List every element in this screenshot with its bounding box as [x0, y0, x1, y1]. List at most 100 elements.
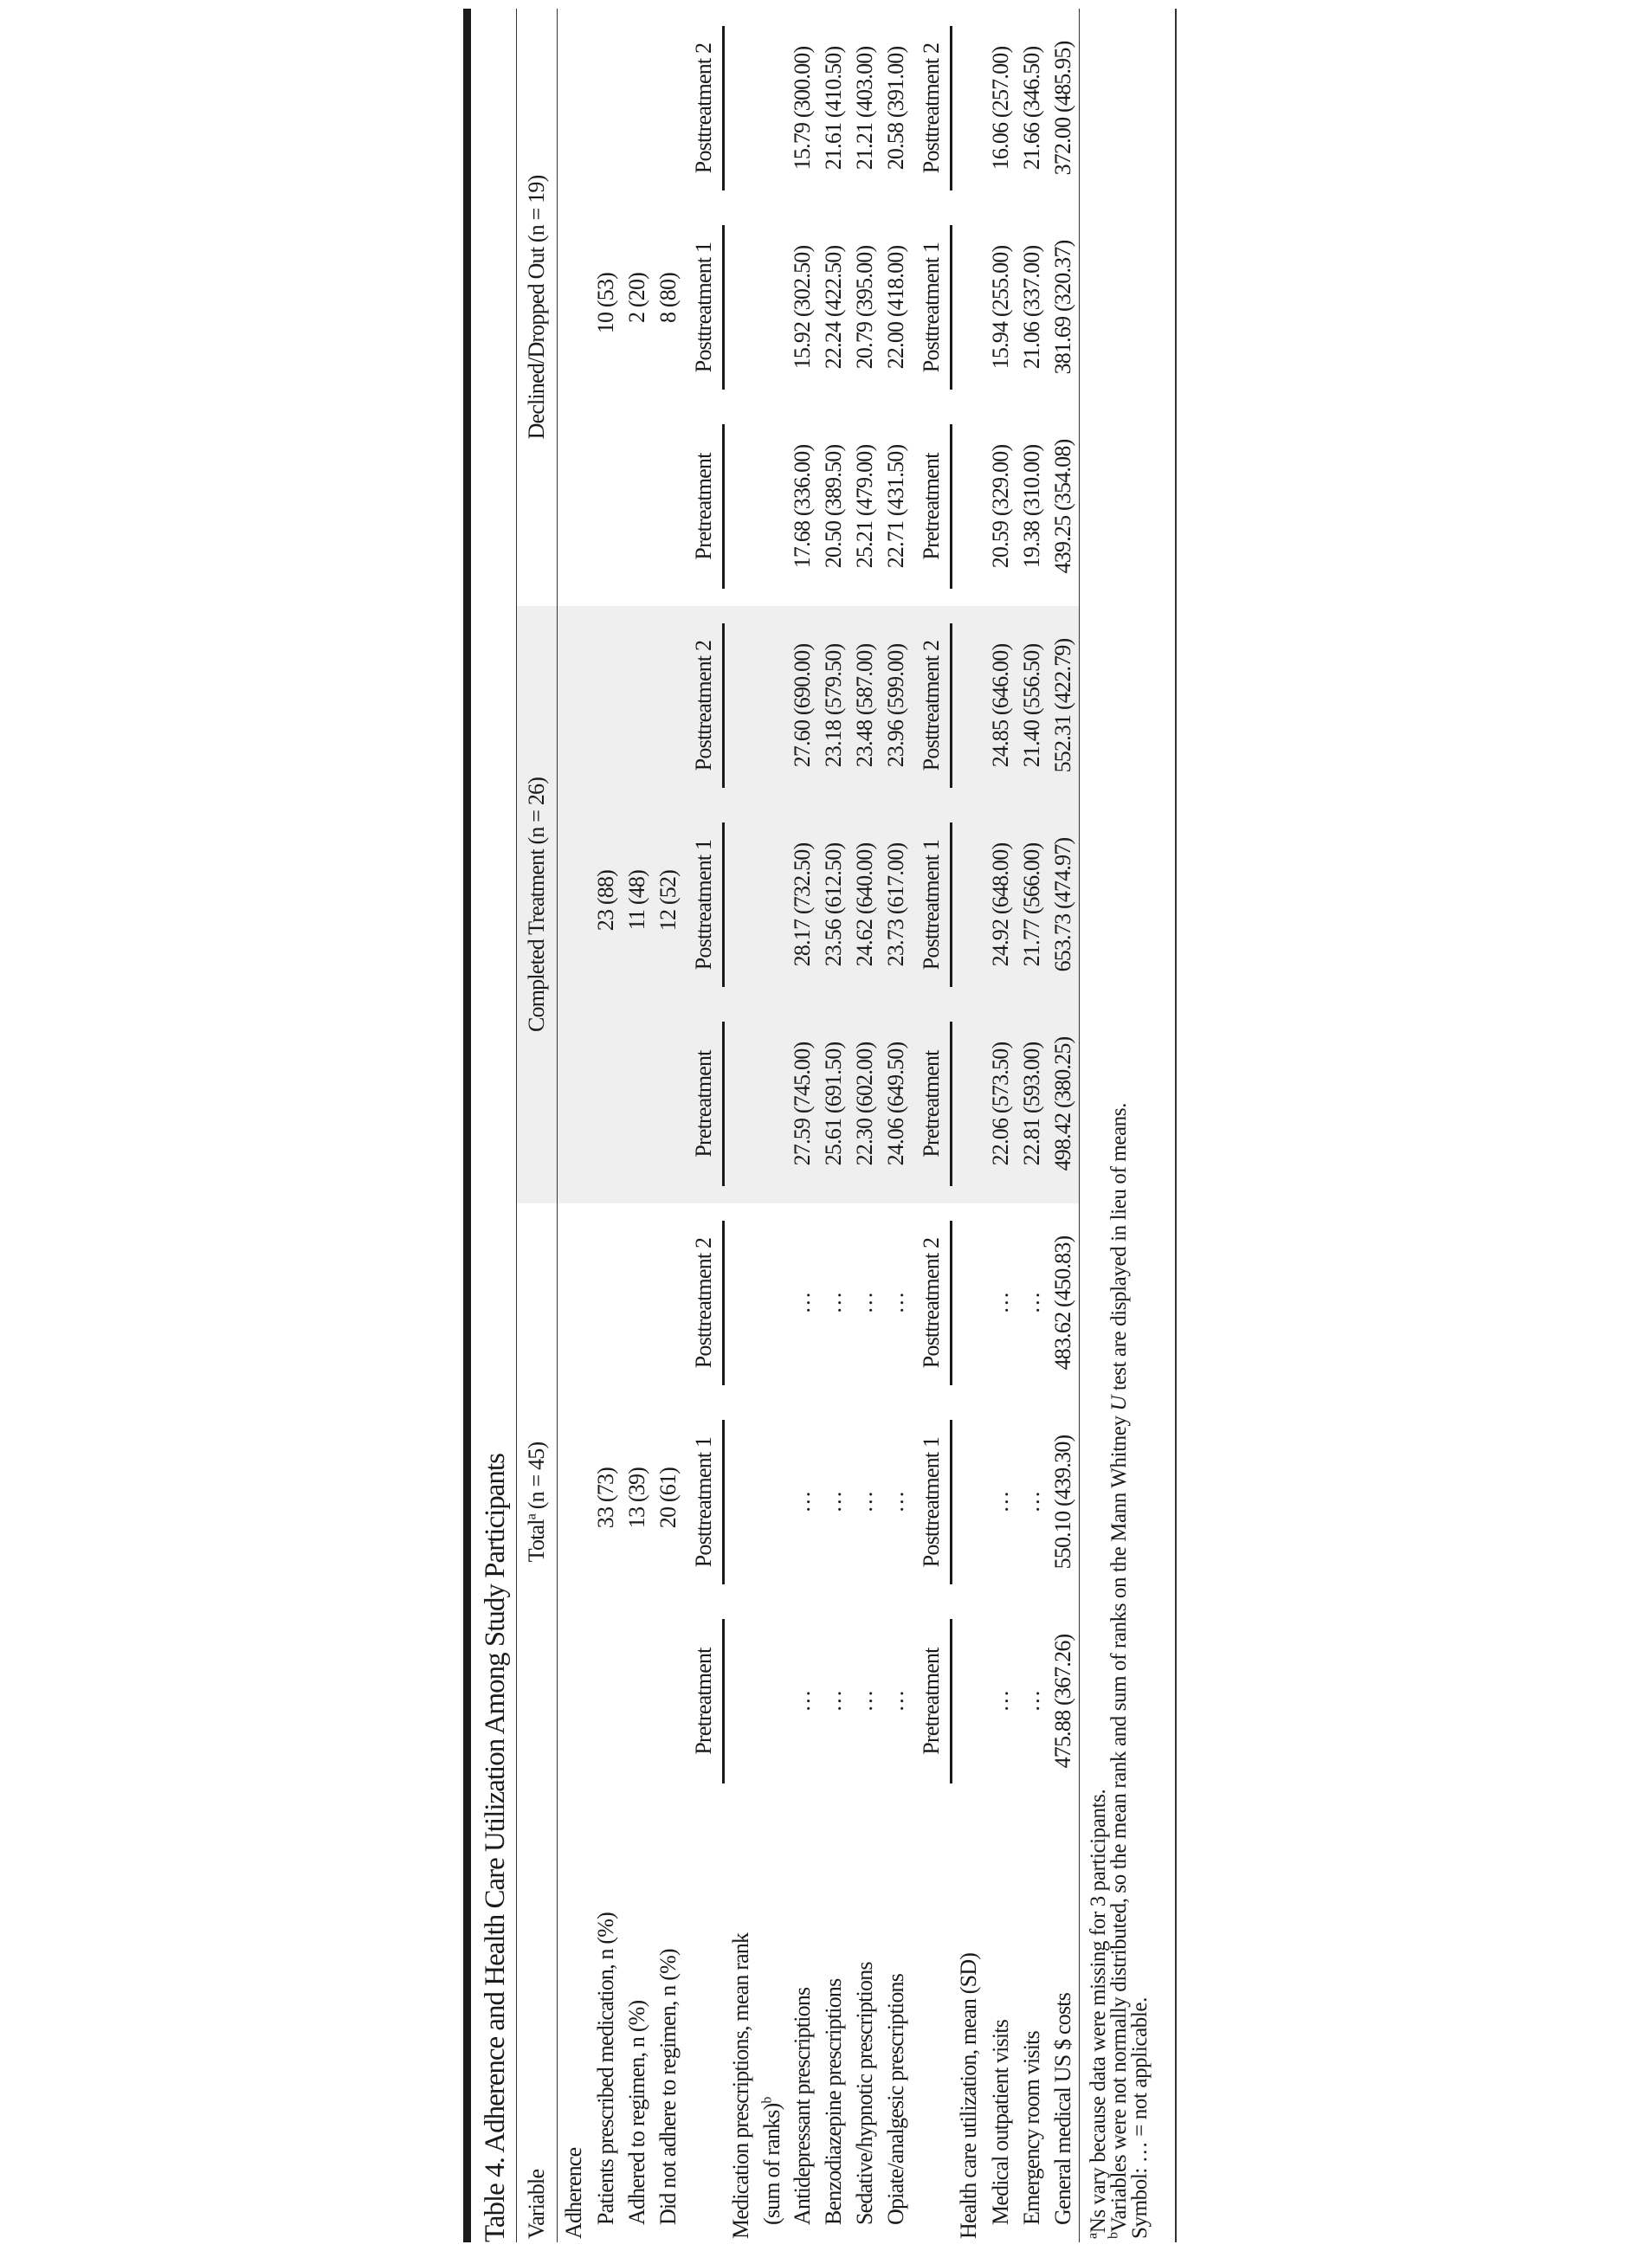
empty-cell — [952, 1403, 985, 1602]
value-cell: 25.61 (691.50) — [818, 1004, 849, 1203]
value-cell: … — [988, 1690, 1013, 1712]
empty-cell — [557, 1004, 590, 1203]
value-cell: 10 (53) — [593, 272, 618, 334]
value-cell: 22.30 (602.00) — [849, 1004, 881, 1203]
subheader-label: Posttreatment 2 — [919, 1221, 952, 1385]
section-label-row: Medication prescriptions, mean rank — [725, 9, 758, 2242]
table-row: Adhered to regimen, n (%) 13 (39) 11 (48) 2… — [622, 9, 653, 2242]
value-cell: 483.62 (450.83) — [1048, 1203, 1080, 1403]
empty-cell — [758, 9, 787, 208]
value-cell: 23.18 (579.50) — [818, 605, 849, 805]
value-cell — [590, 605, 622, 805]
row-label: Medical outpatient visits — [988, 2019, 1013, 2225]
subheader-cell: Posttreatment 2 — [684, 9, 725, 208]
empty-cell — [725, 1403, 758, 1602]
value-cell: 653.73 (474.97) — [1048, 805, 1080, 1004]
group-n: (n = 45) — [524, 1442, 549, 1514]
value-cell: … — [852, 1690, 877, 1712]
value-cell: 20.79 (395.00) — [852, 245, 877, 370]
subheader-cell: Pretreatment — [684, 1602, 725, 1801]
value-cell: 25.21 (479.00) — [852, 444, 877, 569]
empty-cell — [684, 1801, 725, 2242]
table-row: Did not adhere to regimen, n (%) 20 (61) 1… — [653, 9, 684, 2242]
value-cell: 21.77 (566.00) — [1016, 805, 1048, 1004]
value-cell: … — [883, 1690, 908, 1712]
section-label-row: Adherence — [557, 9, 591, 2242]
footnote-symbol: Symbol: … = not applicable. — [1128, 1997, 1152, 2239]
subheader-row: Pretreatment Posttreatment 1 Posttreatment… — [912, 9, 952, 2242]
value-cell: 552.31 (422.79) — [1048, 605, 1080, 805]
subheader-cell: Pretreatment — [912, 1004, 952, 1203]
value-cell: … — [821, 1690, 846, 1712]
value-cell — [590, 1203, 622, 1403]
empty-cell — [725, 1203, 758, 1403]
value-cell: 15.79 (300.00) — [790, 46, 815, 171]
value-cell — [622, 1602, 653, 1801]
label-text: (sum of ranks) — [759, 2103, 784, 2225]
empty-cell — [912, 1801, 952, 2242]
empty-cell — [758, 1403, 787, 1602]
value-cell — [622, 1203, 653, 1403]
empty-cell — [725, 9, 758, 208]
subheader-label: Posttreatment 1 — [919, 224, 952, 390]
value-cell: 17.68 (336.00) — [790, 444, 815, 569]
empty-cell — [725, 407, 758, 606]
subheader-cell: Posttreatment 1 — [912, 805, 952, 1004]
value-cell: 22.71 (431.50) — [883, 444, 908, 569]
footnote-text: Variables were not normally distributed,… — [1107, 1410, 1131, 2233]
footnote-mark: a — [524, 1513, 539, 1520]
value-cell: … — [790, 1491, 815, 1513]
subheader-row: Pretreatment Posttreatment 1 Posttreatment… — [684, 9, 725, 2242]
value-cell — [590, 1602, 622, 1801]
value-cell — [622, 9, 653, 208]
table-row: Emergency room visits……… 22.81 (593.00) 21… — [1016, 9, 1048, 2242]
subheader-cell: Pretreatment — [912, 1602, 952, 1801]
footnotes: aNs vary because data were missing for 3… — [1080, 9, 1177, 2242]
subheader-cell: Pretreatment — [912, 407, 952, 606]
section-label-continuation: (sum of ranks)b — [758, 1801, 787, 2242]
table-row: Benzodiazepine prescriptions … … … 25.61 (69… — [818, 9, 849, 2242]
empty-cell — [558, 1403, 591, 1602]
table-row: Sedative/hypnotic prescriptions … … … 22.30 … — [849, 9, 881, 2242]
value-cell: … — [852, 1292, 877, 1314]
subheader-label: Pretreatment — [691, 1619, 725, 1783]
subheader-cell: Pretreatment — [684, 1004, 725, 1203]
subheader-cell: Posttreatment 2 — [684, 605, 725, 805]
empty-cell — [558, 1602, 591, 1801]
value-cell: 20 (61) — [655, 1467, 681, 1529]
value-cell: … — [883, 1292, 908, 1314]
empty-cell — [557, 605, 590, 805]
value-cell: 15.94 (255.00) — [988, 245, 1013, 370]
empty-cell — [558, 208, 591, 407]
subheader-cell: Posttreatment 2 — [912, 1203, 952, 1403]
value-cell: 23.96 (599.00) — [881, 605, 912, 805]
footnote-text: test are displayed in lieu of means. — [1107, 1103, 1131, 1396]
value-cell: 22.06 (573.50) — [985, 1004, 1016, 1203]
empty-cell — [758, 1004, 787, 1203]
value-cell: 21.40 (556.50) — [1016, 605, 1048, 805]
value-cell: 12 (52) — [653, 805, 684, 1004]
table-row: General medical US $ costs 475.88 (367.26… — [1048, 8, 1080, 2242]
row-label: Sedative/hypnotic prescriptions — [852, 1962, 877, 2225]
subheader-label: Pretreatment — [919, 1619, 952, 1783]
row-label: Opiate/analgesic prescriptions — [883, 1973, 908, 2225]
value-cell: 11 (48) — [622, 805, 653, 1004]
empty-cell — [952, 605, 985, 805]
subheader-label: Pretreatment — [919, 1022, 952, 1186]
value-cell: 22.81 (593.00) — [1016, 1004, 1048, 1203]
footnote-mark: b — [1106, 2232, 1121, 2239]
empty-cell — [758, 1203, 787, 1403]
table-row: Antidepressant prescriptions … … … 27.59 (74… — [787, 9, 818, 2242]
subheader-cell: Pretreatment — [684, 407, 725, 606]
value-cell: 8 (80) — [655, 272, 681, 323]
value-cell: 21.61 (410.50) — [821, 46, 846, 171]
value-cell: 27.60 (690.00) — [787, 605, 818, 805]
value-cell: 20.59 (329.00) — [988, 444, 1013, 569]
empty-cell — [952, 9, 985, 208]
subheader-cell: Posttreatment 2 — [912, 9, 952, 208]
value-cell — [653, 1004, 684, 1203]
value-cell: 19.38 (310.00) — [1019, 444, 1044, 569]
subheader-label: Posttreatment 2 — [691, 25, 725, 190]
value-cell — [622, 1004, 653, 1203]
value-cell: 23 (88) — [590, 805, 622, 1004]
